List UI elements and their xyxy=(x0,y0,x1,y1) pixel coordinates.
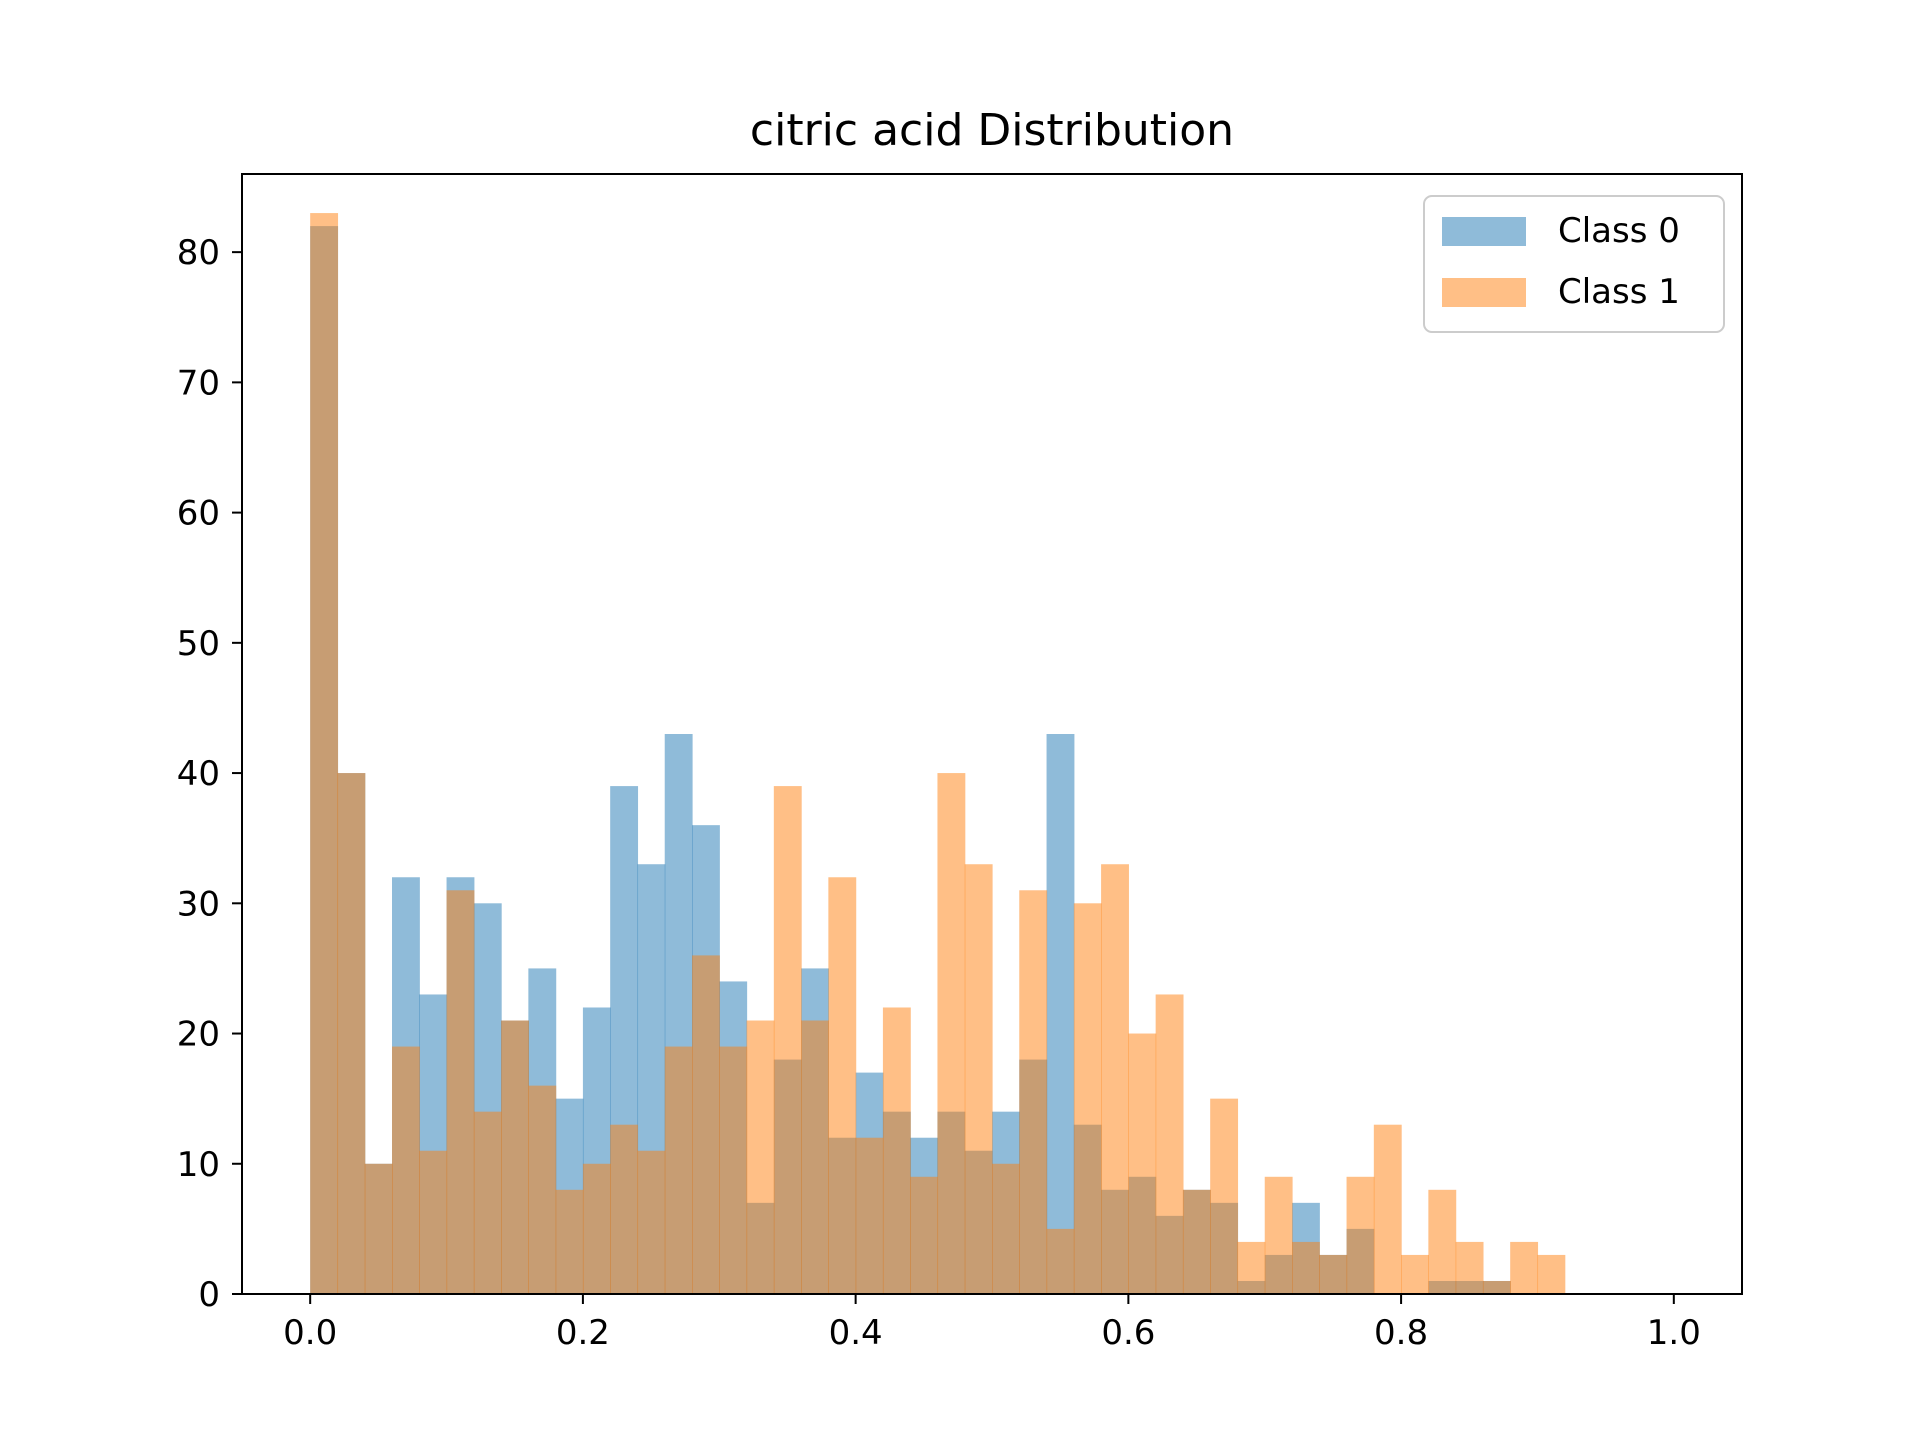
bar-class-1-bin-17 xyxy=(773,786,802,1294)
y-tick-label: 60 xyxy=(177,494,220,534)
x-tick-label: 0.4 xyxy=(829,1313,883,1353)
bar-class-1-bin-29 xyxy=(1101,864,1129,1294)
y-tick-label: 80 xyxy=(177,233,220,273)
bar-class-1-bin-42 xyxy=(1455,1241,1484,1294)
legend-label-class-0: Class 0 xyxy=(1558,211,1680,251)
bar-class-1-bin-25 xyxy=(992,1163,1020,1294)
bar-class-1-bin-7 xyxy=(501,1020,529,1294)
bar-class-1-bin-36 xyxy=(1292,1241,1320,1294)
bar-class-1-bin-27 xyxy=(1046,1228,1075,1294)
bar-class-1-bin-22 xyxy=(910,1176,939,1294)
bar-class-1-bin-28 xyxy=(1073,903,1102,1294)
bar-class-1-bin-40 xyxy=(1401,1254,1429,1294)
bar-class-0-bin-27 xyxy=(1046,734,1075,1294)
bar-class-1-bin-5 xyxy=(446,890,475,1294)
bar-class-1-bin-21 xyxy=(882,1007,911,1294)
y-tick-label: 10 xyxy=(177,1145,220,1185)
x-tick-label: 1.0 xyxy=(1647,1313,1701,1353)
bar-class-1-bin-30 xyxy=(1128,1033,1157,1294)
bar-class-1-bin-20 xyxy=(855,1137,884,1294)
y-tick-label: 50 xyxy=(177,624,220,664)
bar-class-1-bin-1 xyxy=(337,773,366,1294)
bar-class-1-bin-6 xyxy=(473,1111,502,1294)
bar-class-1-bin-44 xyxy=(1510,1241,1539,1294)
bar-class-1-bin-39 xyxy=(1373,1124,1402,1294)
bar-class-1-bin-15 xyxy=(719,1046,748,1294)
bar-class-1-bin-19 xyxy=(828,877,857,1294)
bar-class-1-bin-41 xyxy=(1428,1189,1457,1294)
bar-class-1-bin-18 xyxy=(801,1020,829,1294)
y-tick-label: 70 xyxy=(177,363,220,403)
bar-class-1-bin-35 xyxy=(1264,1176,1293,1294)
legend: Class 0 Class 1 xyxy=(1423,195,1725,333)
bar-class-1-bin-12 xyxy=(637,1150,666,1294)
bar-class-1-bin-4 xyxy=(419,1150,448,1294)
chart-title: citric acid Distribution xyxy=(750,105,1234,156)
bar-class-1-bin-10 xyxy=(582,1163,611,1294)
bar-class-1-bin-9 xyxy=(555,1189,584,1294)
bar-class-1-bin-43 xyxy=(1482,1280,1511,1294)
bar-class-1-bin-45 xyxy=(1537,1254,1566,1294)
y-tick-label: 20 xyxy=(177,1015,220,1055)
bar-class-1-bin-11 xyxy=(610,1124,639,1294)
bar-class-1-bin-32 xyxy=(1182,1189,1211,1294)
bar-class-1-bin-37 xyxy=(1319,1254,1348,1294)
legend-label-class-1: Class 1 xyxy=(1558,272,1680,312)
y-tick-label: 0 xyxy=(198,1275,220,1315)
bars-class-1 xyxy=(310,213,1566,1294)
x-axis: 0.0 0.2 0.4 0.6 0.8 1.0 xyxy=(283,1294,1701,1353)
bar-class-1-bin-26 xyxy=(1019,890,1048,1294)
bar-class-1-bin-31 xyxy=(1155,994,1184,1294)
x-tick-label: 0.8 xyxy=(1374,1313,1428,1353)
legend-swatch-class-0 xyxy=(1442,217,1526,246)
bar-class-1-bin-14 xyxy=(692,955,720,1294)
x-tick-label: 0.6 xyxy=(1101,1313,1155,1353)
bar-class-1-bin-38 xyxy=(1346,1176,1375,1294)
bar-class-1-bin-2 xyxy=(364,1163,393,1294)
bar-class-1-bin-23 xyxy=(937,773,966,1294)
legend-swatch-class-1 xyxy=(1442,278,1526,307)
bar-class-1-bin-3 xyxy=(392,1046,420,1294)
bar-class-1-bin-16 xyxy=(746,1020,775,1294)
bar-class-1-bin-24 xyxy=(964,864,993,1294)
y-axis: 0 10 20 30 40 50 60 70 80 xyxy=(177,233,242,1315)
bar-class-1-bin-34 xyxy=(1237,1241,1266,1294)
x-tick-label: 0.0 xyxy=(283,1313,337,1353)
y-tick-label: 40 xyxy=(177,754,220,794)
bar-class-1-bin-0 xyxy=(310,213,339,1294)
x-tick-label: 0.2 xyxy=(556,1313,610,1353)
bar-class-1-bin-33 xyxy=(1210,1098,1239,1294)
y-tick-label: 30 xyxy=(177,884,220,924)
axes-frame xyxy=(241,173,1743,1295)
bar-class-1-bin-8 xyxy=(528,1085,557,1294)
bar-class-1-bin-13 xyxy=(664,1046,693,1294)
